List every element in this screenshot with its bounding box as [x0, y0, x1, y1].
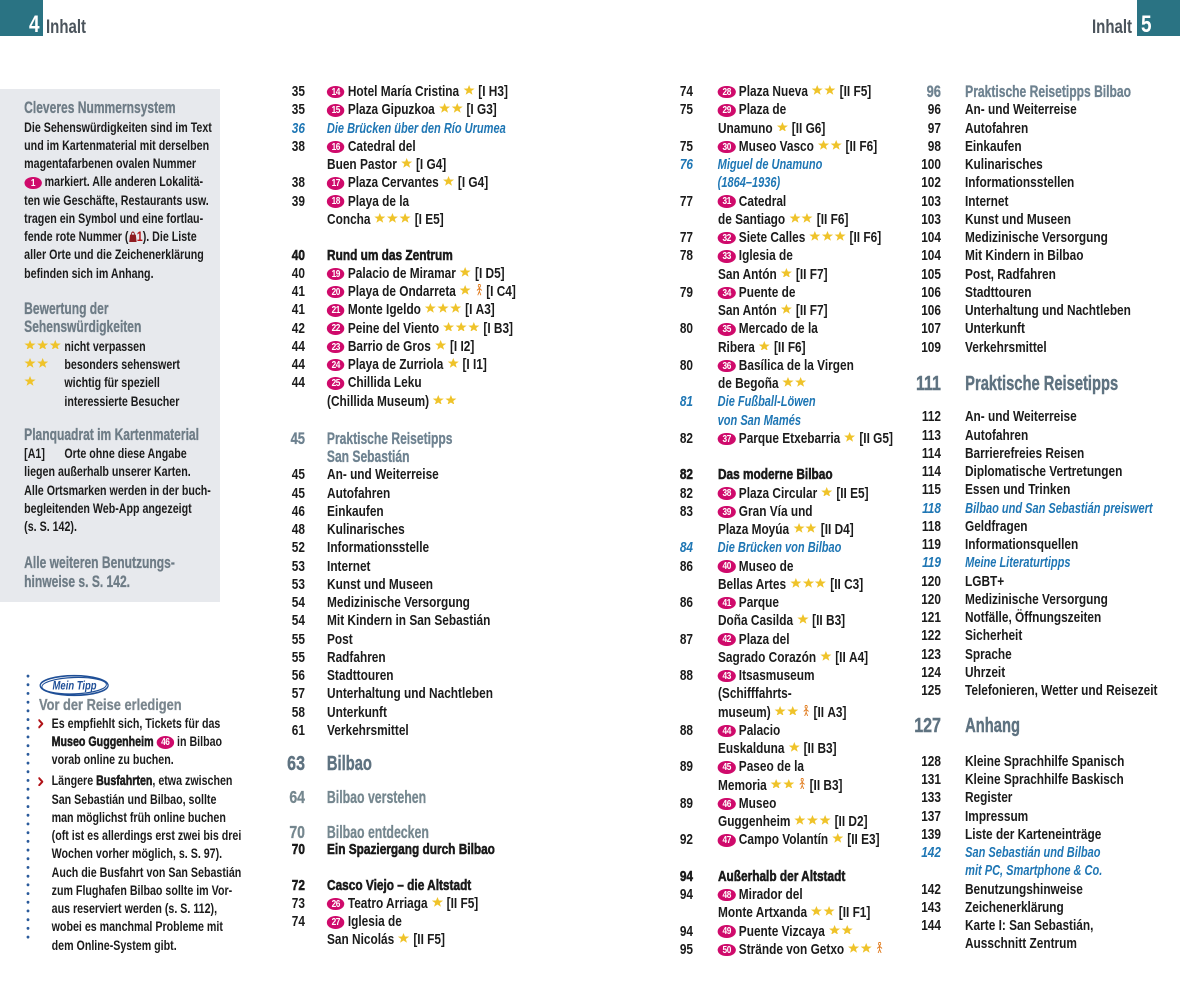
svg-text:Mein Tipp: Mein Tipp	[52, 680, 96, 693]
